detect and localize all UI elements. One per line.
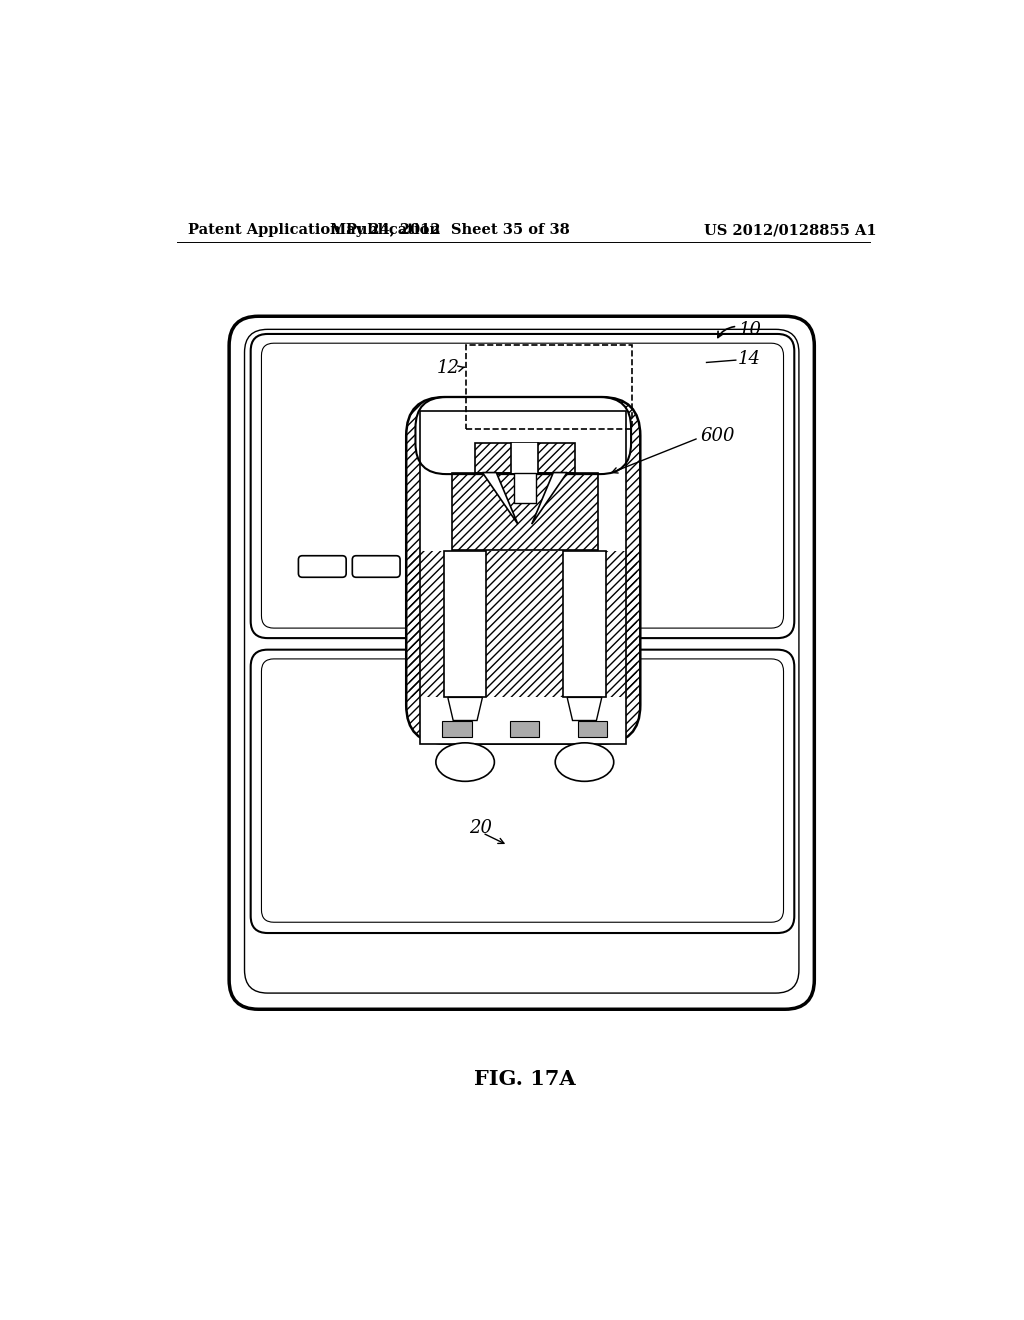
Polygon shape — [567, 697, 602, 721]
Text: 10: 10 — [739, 321, 762, 339]
Ellipse shape — [436, 743, 495, 781]
Bar — [605, 552, 637, 697]
Bar — [475, 444, 574, 473]
Bar — [510, 721, 540, 738]
Polygon shape — [447, 697, 482, 721]
Polygon shape — [482, 473, 518, 524]
Bar — [420, 411, 627, 743]
Text: May 24, 2012  Sheet 35 of 38: May 24, 2012 Sheet 35 of 38 — [330, 223, 570, 238]
Text: 14: 14 — [737, 350, 760, 367]
Bar — [442, 721, 472, 738]
Text: Patent Application Publication: Patent Application Publication — [188, 223, 440, 238]
Bar — [486, 552, 563, 697]
FancyBboxPatch shape — [407, 556, 454, 577]
Bar — [578, 721, 607, 738]
Bar — [420, 411, 627, 743]
Text: FIG. 17A: FIG. 17A — [474, 1069, 575, 1089]
Polygon shape — [531, 473, 567, 524]
FancyBboxPatch shape — [416, 397, 631, 474]
FancyBboxPatch shape — [407, 397, 640, 743]
Bar — [511, 444, 539, 473]
Bar — [452, 473, 598, 549]
Bar — [514, 473, 536, 503]
Text: 600: 600 — [700, 426, 735, 445]
Bar — [444, 552, 486, 697]
Ellipse shape — [555, 743, 613, 781]
FancyBboxPatch shape — [251, 649, 795, 933]
Text: US 2012/0128855 A1: US 2012/0128855 A1 — [705, 223, 877, 238]
FancyBboxPatch shape — [298, 556, 346, 577]
Bar — [563, 552, 605, 697]
Bar — [410, 552, 444, 697]
FancyBboxPatch shape — [352, 556, 400, 577]
FancyBboxPatch shape — [229, 317, 814, 1010]
Bar — [466, 345, 632, 429]
FancyBboxPatch shape — [251, 334, 795, 638]
Text: 20: 20 — [469, 820, 493, 837]
Text: 12: 12 — [437, 359, 460, 376]
